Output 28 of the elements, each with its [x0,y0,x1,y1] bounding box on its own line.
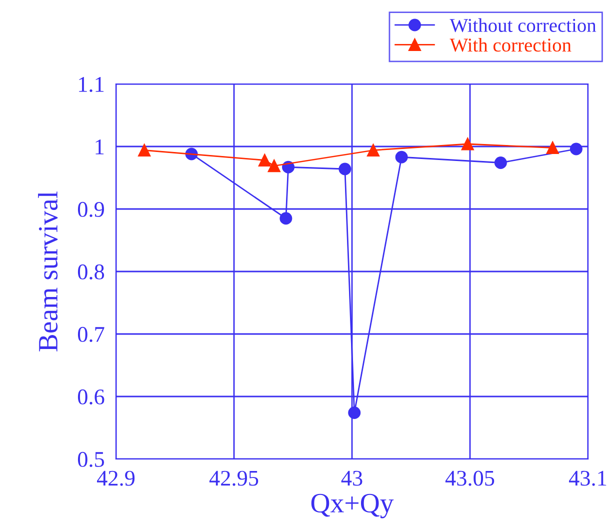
x-tick-label: 43 [341,470,362,486]
point [395,150,408,164]
point [570,142,582,156]
point [338,162,352,176]
point [268,160,280,172]
y-tick-label: 1 [96,140,104,154]
y-tick-label: 0.7 [78,326,104,342]
y-tick-label: 0.8 [78,264,104,280]
legend-label: Without correction [450,18,596,32]
point [461,138,474,150]
point [138,144,151,156]
y-tick-label: 0.6 [78,389,104,405]
y-axis-title: Beam survival [38,191,58,352]
x-tick-label: 42.9 [96,470,135,486]
y-tick-label: 0.9 [78,202,104,218]
legend-label: With correction [450,38,572,52]
y-tick-label: 1.1 [79,77,104,92]
x-tick-label: 43.1 [568,470,606,486]
point [546,142,559,154]
x-axis-title: Qx+Qy [311,494,394,518]
point [348,406,361,419]
point [258,154,271,166]
x-tick-label: 43.05 [445,470,494,486]
point [280,212,292,225]
x-tick-label: 42.95 [209,470,258,486]
point [494,156,507,169]
y-tick-label: 0.5 [78,452,104,468]
point [366,144,380,156]
